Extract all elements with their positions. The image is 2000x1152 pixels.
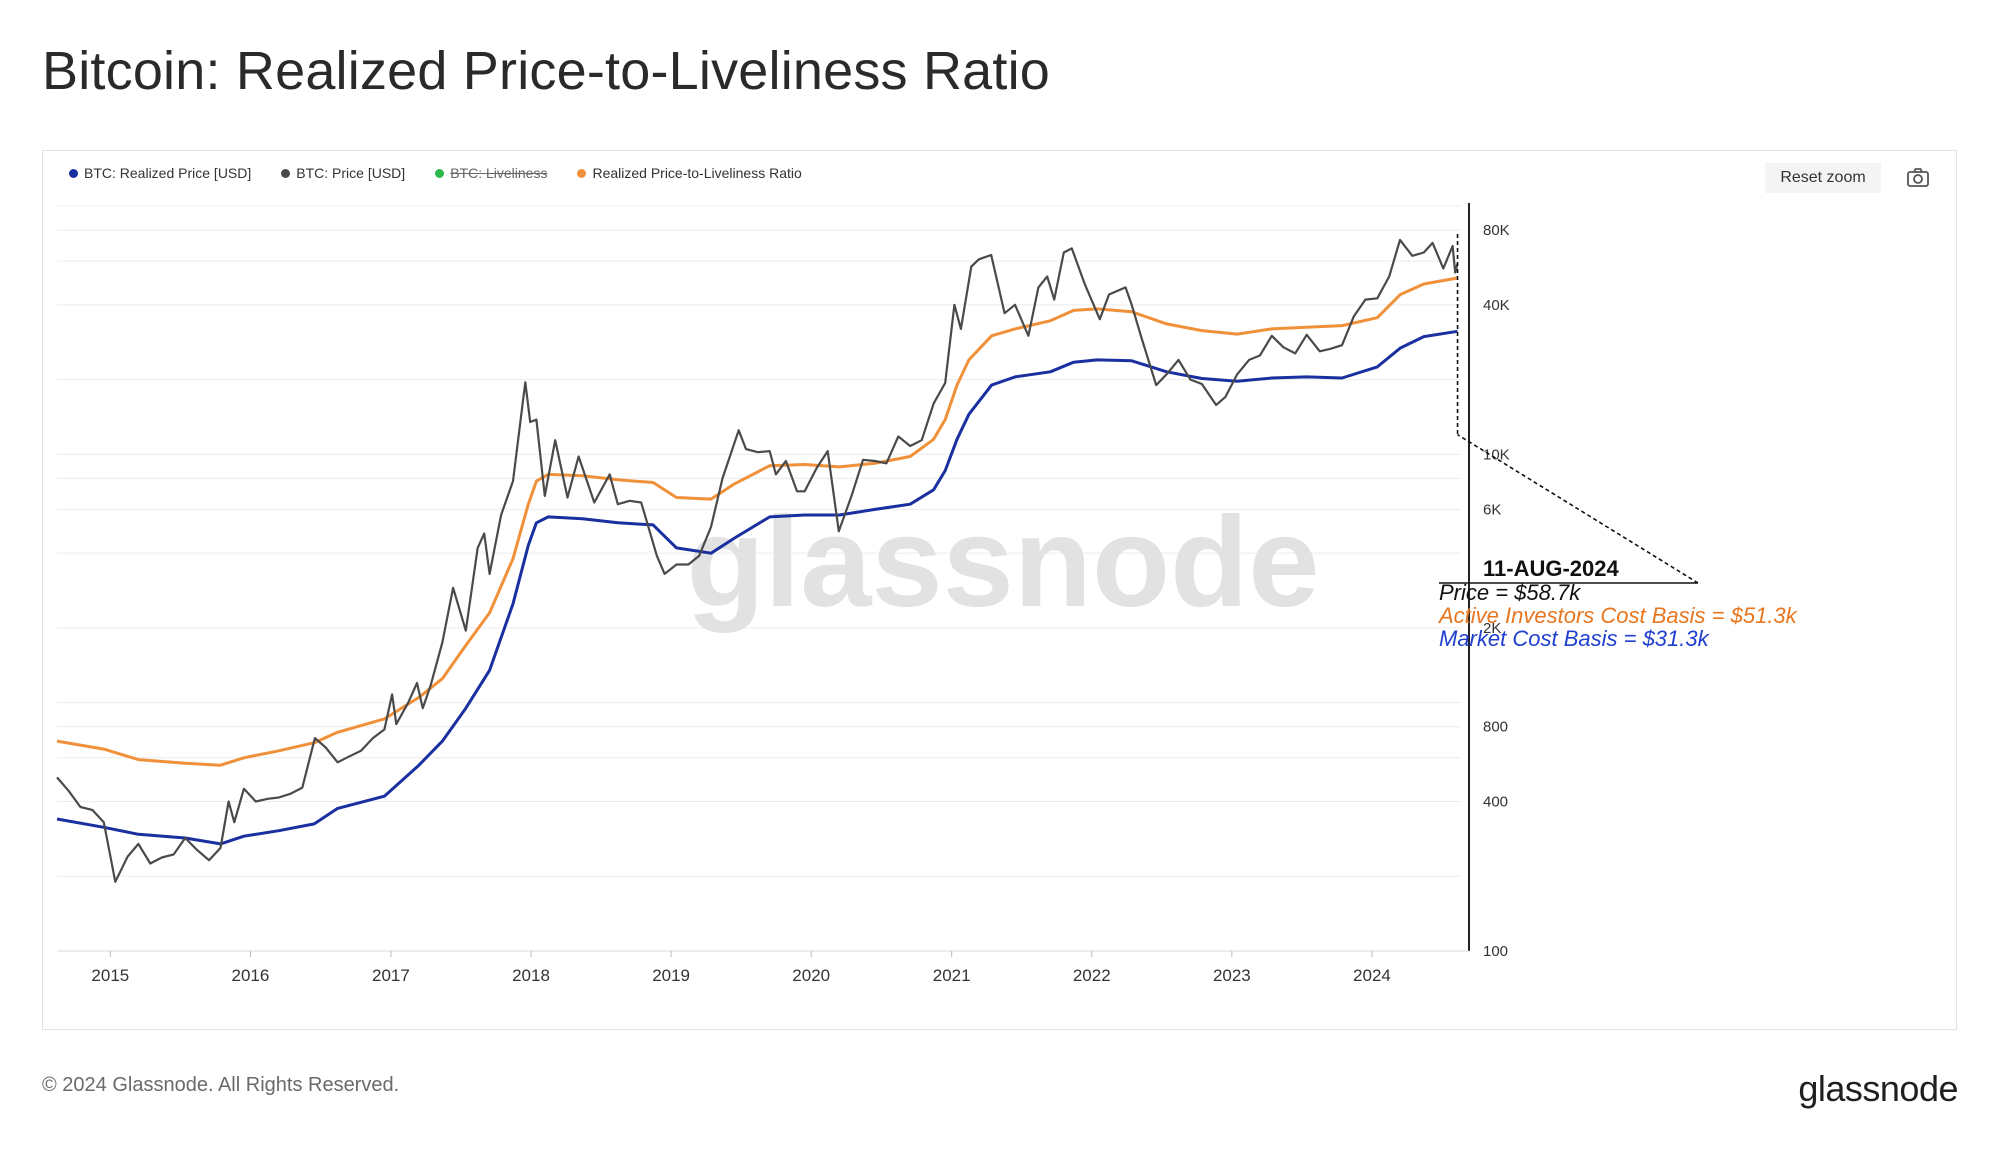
chart-svg: glassnode 100 400 800 2K 6K 10K 40K 80K 2015 2016…: [56, 203, 1798, 985]
annotation-active-investors: Active Investors Cost Basis = $51.3k: [1437, 603, 1798, 628]
legend-dot-ratio: [577, 168, 587, 178]
legend-item-price[interactable]: BTC: Price [USD]: [281, 165, 405, 181]
x-tick-label: 2018: [512, 966, 550, 985]
x-tick-label: 2017: [372, 966, 410, 985]
x-tick-label: 2021: [933, 966, 971, 985]
price-line: [56, 238, 1459, 883]
x-tick-label: 2020: [792, 966, 830, 985]
legend-dot-realized-price: [69, 168, 78, 178]
chart-legend: BTC: Realized Price [USD] BTC: Price [US…: [69, 165, 802, 181]
reset-zoom-button[interactable]: Reset zoom: [1765, 163, 1881, 193]
legend-label: BTC: Price [USD]: [296, 165, 406, 181]
x-tick-label: 2022: [1073, 966, 1111, 985]
x-tick-label: 2019: [652, 966, 690, 985]
x-tick-label: 2024: [1353, 966, 1391, 985]
legend-label: BTC: Realized Price [USD]: [84, 165, 252, 181]
annotation-leader-line: [1457, 433, 1699, 584]
annotation: 11-AUG-2024 Price = $58.7k Active Invest…: [1437, 234, 1798, 651]
realized-price-line: [56, 329, 1458, 846]
legend-label: BTC: Liveliness: [450, 165, 548, 181]
y-tick-label: 2K: [1483, 620, 1501, 637]
chart-panel: BTC: Realized Price [USD] BTC: Price [US…: [42, 150, 1957, 1030]
y-tick-label: 80K: [1483, 222, 1510, 239]
legend-dot-price: [281, 168, 291, 178]
annotation-market-cost-basis: Market Cost Basis = $31.3k: [1439, 626, 1710, 651]
legend-dot-liveliness: [435, 168, 445, 178]
x-tick-label: 2023: [1213, 966, 1251, 985]
annotation-date: 11-AUG-2024: [1483, 556, 1620, 581]
annotation-price: Price = $58.7k: [1439, 580, 1581, 605]
x-tick-label: 2016: [232, 966, 270, 985]
legend-item-realized-price[interactable]: BTC: Realized Price [USD]: [69, 165, 251, 181]
glassnode-logo: glassnode: [1798, 1068, 1958, 1109]
ratio-line: [56, 276, 1458, 767]
legend-item-ratio[interactable]: Realized Price-to-Liveliness Ratio: [577, 165, 802, 181]
copyright-footer: © 2024 Glassnode. All Rights Reserved.: [42, 1074, 400, 1096]
axes: 100 400 800 2K 6K 10K 40K 80K 2015 2016 2017 2018 20…: [57, 203, 1510, 985]
y-tick-label: 800: [1483, 719, 1508, 736]
y-tick-label: 10K: [1483, 446, 1510, 463]
x-tick-label: 2015: [91, 966, 129, 985]
legend-item-liveliness[interactable]: BTC: Liveliness: [435, 165, 547, 181]
page-title: Bitcoin: Realized Price-to-Liveliness Ra…: [42, 41, 1051, 101]
series-lines: [56, 238, 1459, 883]
y-tick-label: 6K: [1483, 501, 1501, 518]
legend-label: Realized Price-to-Liveliness Ratio: [592, 165, 802, 181]
y-tick-label: 40K: [1483, 297, 1510, 314]
watermark: glassnode: [686, 491, 1319, 634]
y-tick-label: 100: [1483, 943, 1508, 960]
y-tick-label: 400: [1483, 793, 1508, 810]
camera-icon[interactable]: [1905, 165, 1931, 189]
